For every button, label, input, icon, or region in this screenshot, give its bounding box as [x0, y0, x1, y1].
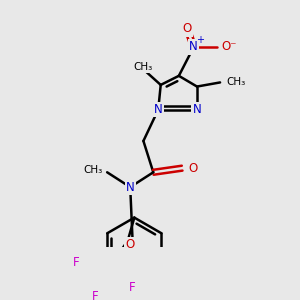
Text: CH₃: CH₃	[84, 165, 103, 175]
Text: CH₃: CH₃	[133, 62, 152, 72]
Text: N: N	[126, 181, 135, 194]
Text: O: O	[126, 238, 135, 251]
Text: O⁻: O⁻	[221, 40, 236, 53]
Text: F: F	[92, 290, 98, 300]
Text: CH₃: CH₃	[227, 77, 246, 87]
Text: O: O	[182, 22, 192, 35]
Text: F: F	[73, 256, 80, 269]
Text: N: N	[154, 103, 163, 116]
Text: N: N	[193, 103, 201, 116]
Text: +: +	[196, 35, 204, 45]
Text: F: F	[129, 281, 135, 294]
Text: N: N	[189, 40, 198, 53]
Text: O: O	[189, 162, 198, 175]
